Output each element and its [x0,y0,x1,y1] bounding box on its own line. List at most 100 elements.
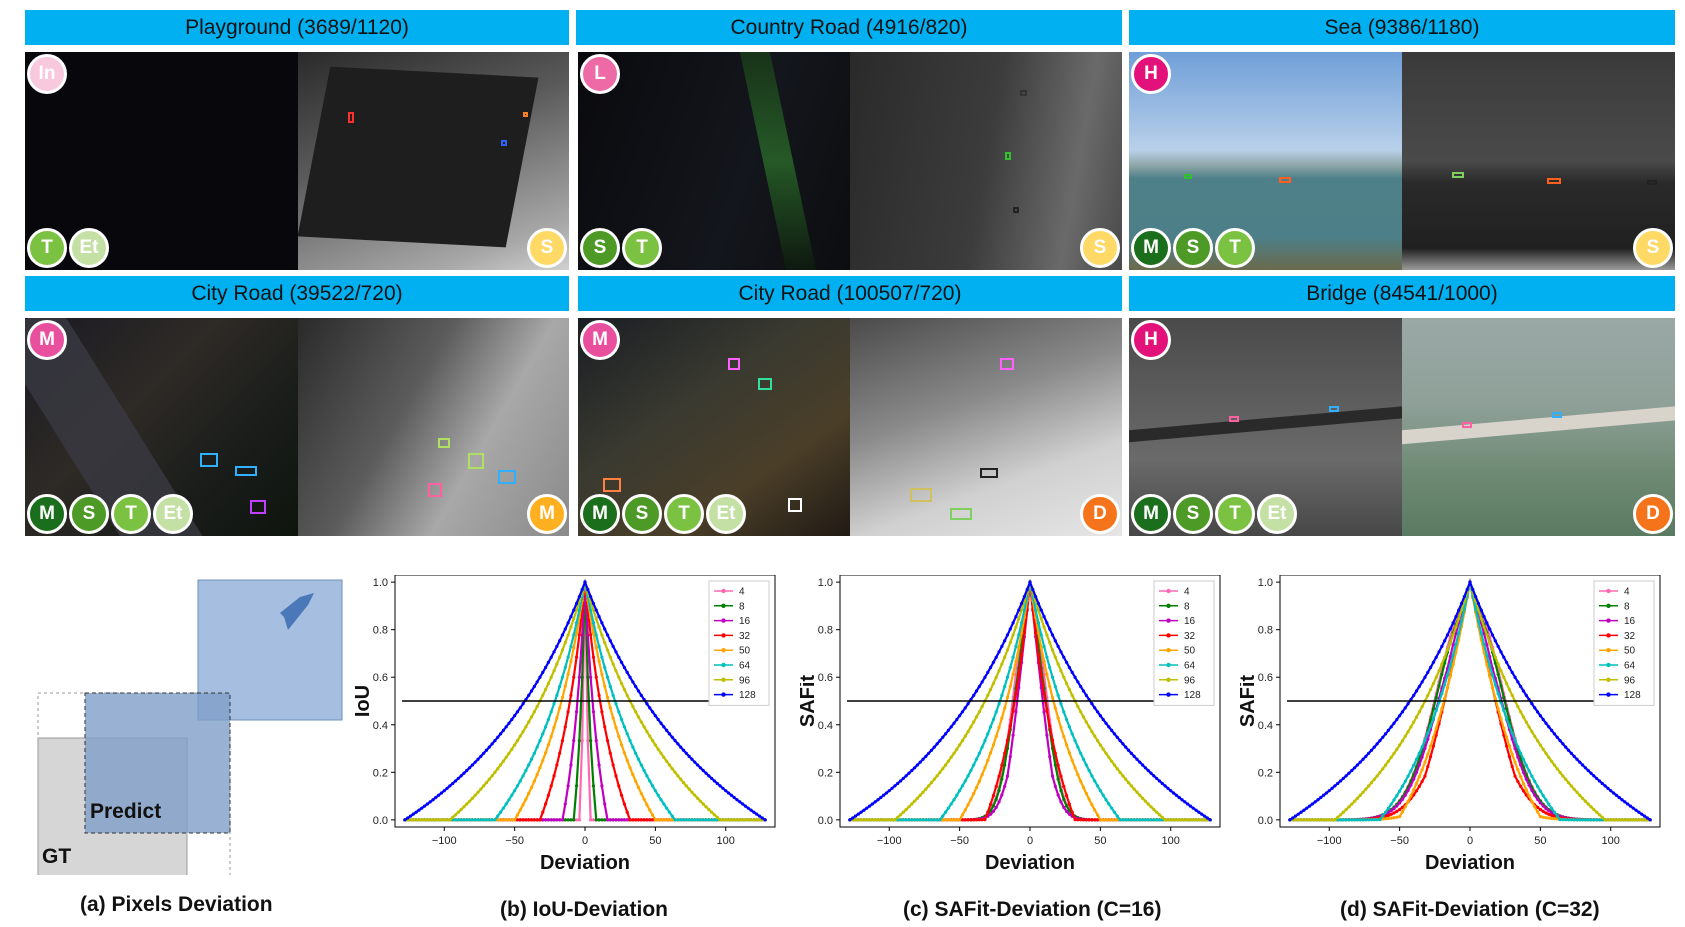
series-point-96 [1005,648,1010,652]
series-point-64 [1575,818,1579,822]
series-point-96 [749,818,753,822]
series-point-32 [622,802,627,806]
series-point-32 [1398,807,1402,812]
series-point-128 [1188,804,1193,808]
series-point-32 [1524,793,1528,797]
series-point-128 [583,580,587,584]
series-point-32 [628,818,632,822]
series-point-96 [1592,807,1596,812]
series-point-64 [1000,693,1004,697]
series-point-96 [614,669,618,673]
series-point-128 [904,774,908,778]
series-point-64 [600,655,604,659]
series-point-96 [693,793,697,797]
series-point-50 [518,808,522,812]
series-point-128 [591,601,596,606]
y-tick-label: 0.8 [1258,625,1273,637]
series-point-128 [1138,760,1142,764]
series-point-50 [1056,716,1060,720]
series-point-96 [1093,734,1097,738]
series-point-50 [667,818,672,822]
series-point-50 [949,818,953,822]
series-point-64 [1011,655,1015,659]
series-point-128 [600,621,604,625]
series-point-128 [1048,627,1052,631]
series-point-96 [1302,818,1306,822]
series-point-96 [1521,715,1526,719]
series-point-64 [698,818,703,822]
series-point-50 [636,785,641,790]
series-point-32 [1048,724,1052,728]
series-point-64 [1530,774,1534,778]
badge-size-t: T [622,228,662,268]
series-point-128 [1530,702,1534,706]
series-point-96 [1138,793,1142,797]
series-point-96 [462,805,466,809]
series-point-128 [605,633,610,637]
series-point-32 [541,810,545,814]
series-point-96 [1143,799,1148,803]
series-point-64 [484,818,489,822]
series-point-64 [958,789,962,793]
series-point-128 [532,684,536,689]
series-point-64 [679,818,683,822]
series-point-128 [1115,735,1119,739]
series-point-32 [614,774,618,778]
series-point-96 [1188,818,1193,822]
series-point-128 [949,725,953,729]
series-point-96 [529,715,534,719]
bounding-box [1000,358,1014,370]
series-point-64 [918,818,922,822]
series-point-96 [490,774,494,778]
series-point-64 [1504,716,1509,721]
series-point-96 [437,818,441,822]
series-point-128 [535,680,539,684]
series-point-96 [1538,743,1542,747]
series-point-64 [1095,784,1100,788]
series-point-128 [963,706,967,710]
series-point-8 [591,784,596,788]
series-point-96 [653,743,657,747]
series-point-128 [1293,814,1298,818]
series-point-128 [977,684,981,689]
series-point-50 [622,751,627,755]
series-point-128 [1564,745,1568,749]
badge-size-s: S [1173,494,1213,534]
series-point-32 [1093,818,1097,822]
series-point-16 [572,739,576,743]
series-point-50 [1039,646,1043,650]
y-tick-label: 0.6 [1258,672,1273,684]
legend-marker-32 [721,633,726,638]
series-point-96 [1313,818,1317,822]
series-point-32 [591,655,596,659]
series-point-16 [1008,755,1012,759]
series-point-16 [1451,643,1455,647]
badge-size-m: M [1131,228,1171,268]
series-point-50 [555,716,559,720]
series-point-96 [1067,687,1072,692]
series-point-128 [851,816,855,820]
series-point-96 [1079,710,1083,714]
series-point-128 [467,766,472,770]
series-point-128 [1597,779,1602,783]
series-point-96 [1197,818,1201,822]
y-tick-label: 1.0 [373,577,388,589]
series-point-128 [980,680,984,684]
series-point-50 [1406,799,1410,804]
series-point-16 [1527,783,1531,787]
series-point-50 [1107,818,1111,822]
series-point-32 [608,751,612,755]
series-point-64 [1048,665,1052,670]
series-point-128 [1437,650,1441,654]
series-point-32 [535,818,539,822]
series-point-50 [650,813,655,817]
series-point-50 [1533,805,1537,809]
series-point-32 [1008,724,1012,728]
series-point-96 [1600,815,1604,819]
series-point-96 [1516,704,1520,709]
series-point-8 [563,818,567,822]
series-point-16 [1050,774,1055,778]
series-point-96 [1499,669,1503,673]
series-point-64 [1443,683,1447,687]
legend-marker-96 [721,677,726,682]
